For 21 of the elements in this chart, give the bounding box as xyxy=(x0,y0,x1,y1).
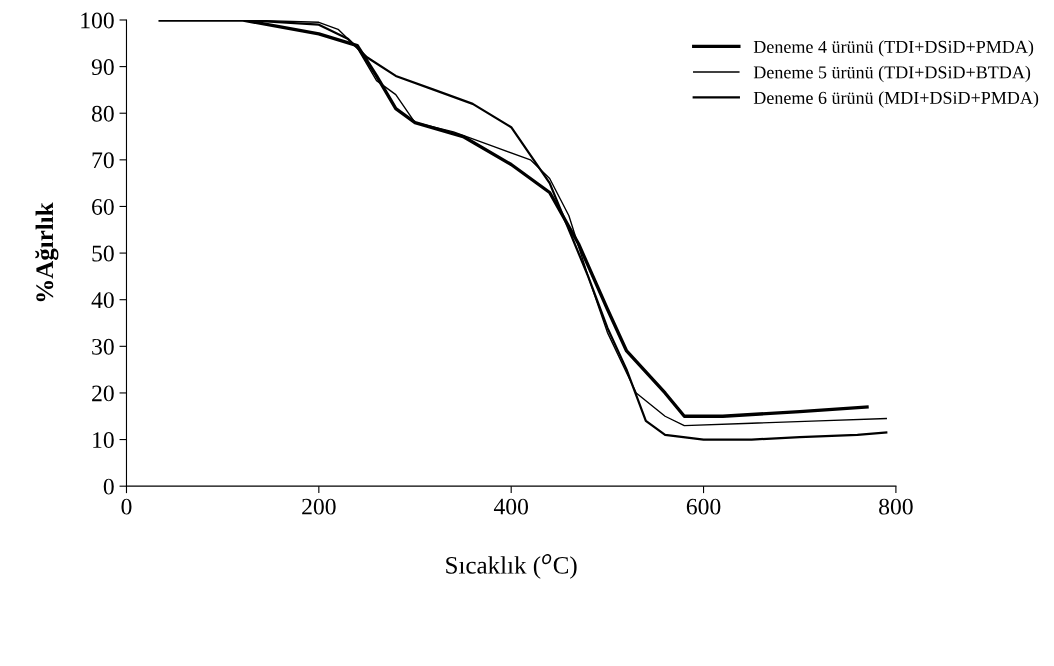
y-tick-label: 60 xyxy=(92,198,114,215)
legend-label: Deneme 5 ürünü (TDI+DSiD+BTDA) xyxy=(753,65,1031,83)
y-tick-label: 50 xyxy=(92,245,114,262)
y-tick-label: 70 xyxy=(92,152,114,169)
x-tick-label: 0 xyxy=(121,498,132,515)
x-tick-label: 600 xyxy=(686,498,721,515)
x-axis-title: Sıcaklık ($^{o}$C) xyxy=(446,554,577,579)
y-tick-label: 100 xyxy=(81,12,114,29)
x-tick-label: 200 xyxy=(302,498,336,515)
legend-label: Deneme 4 ürünü (TDI+DSiD+PMDA) xyxy=(753,40,1034,57)
x-tick-label: 400 xyxy=(493,498,528,515)
y-axis-title: %Ağırlık xyxy=(35,202,59,302)
y-tick-label: 30 xyxy=(92,338,114,355)
y-tick-label: 20 xyxy=(92,385,114,402)
legend-label: Deneme 6 ürünü (MDI+DSiD+PMDA) xyxy=(753,91,1039,108)
y-tick-label: 90 xyxy=(91,59,114,76)
y-tick-label: 10 xyxy=(93,432,114,448)
y-tick-label: 0 xyxy=(103,478,114,495)
x-tick-label: 800 xyxy=(879,498,913,515)
y-tick-label: 80 xyxy=(91,105,114,122)
y-tick-label: 40 xyxy=(91,292,114,309)
